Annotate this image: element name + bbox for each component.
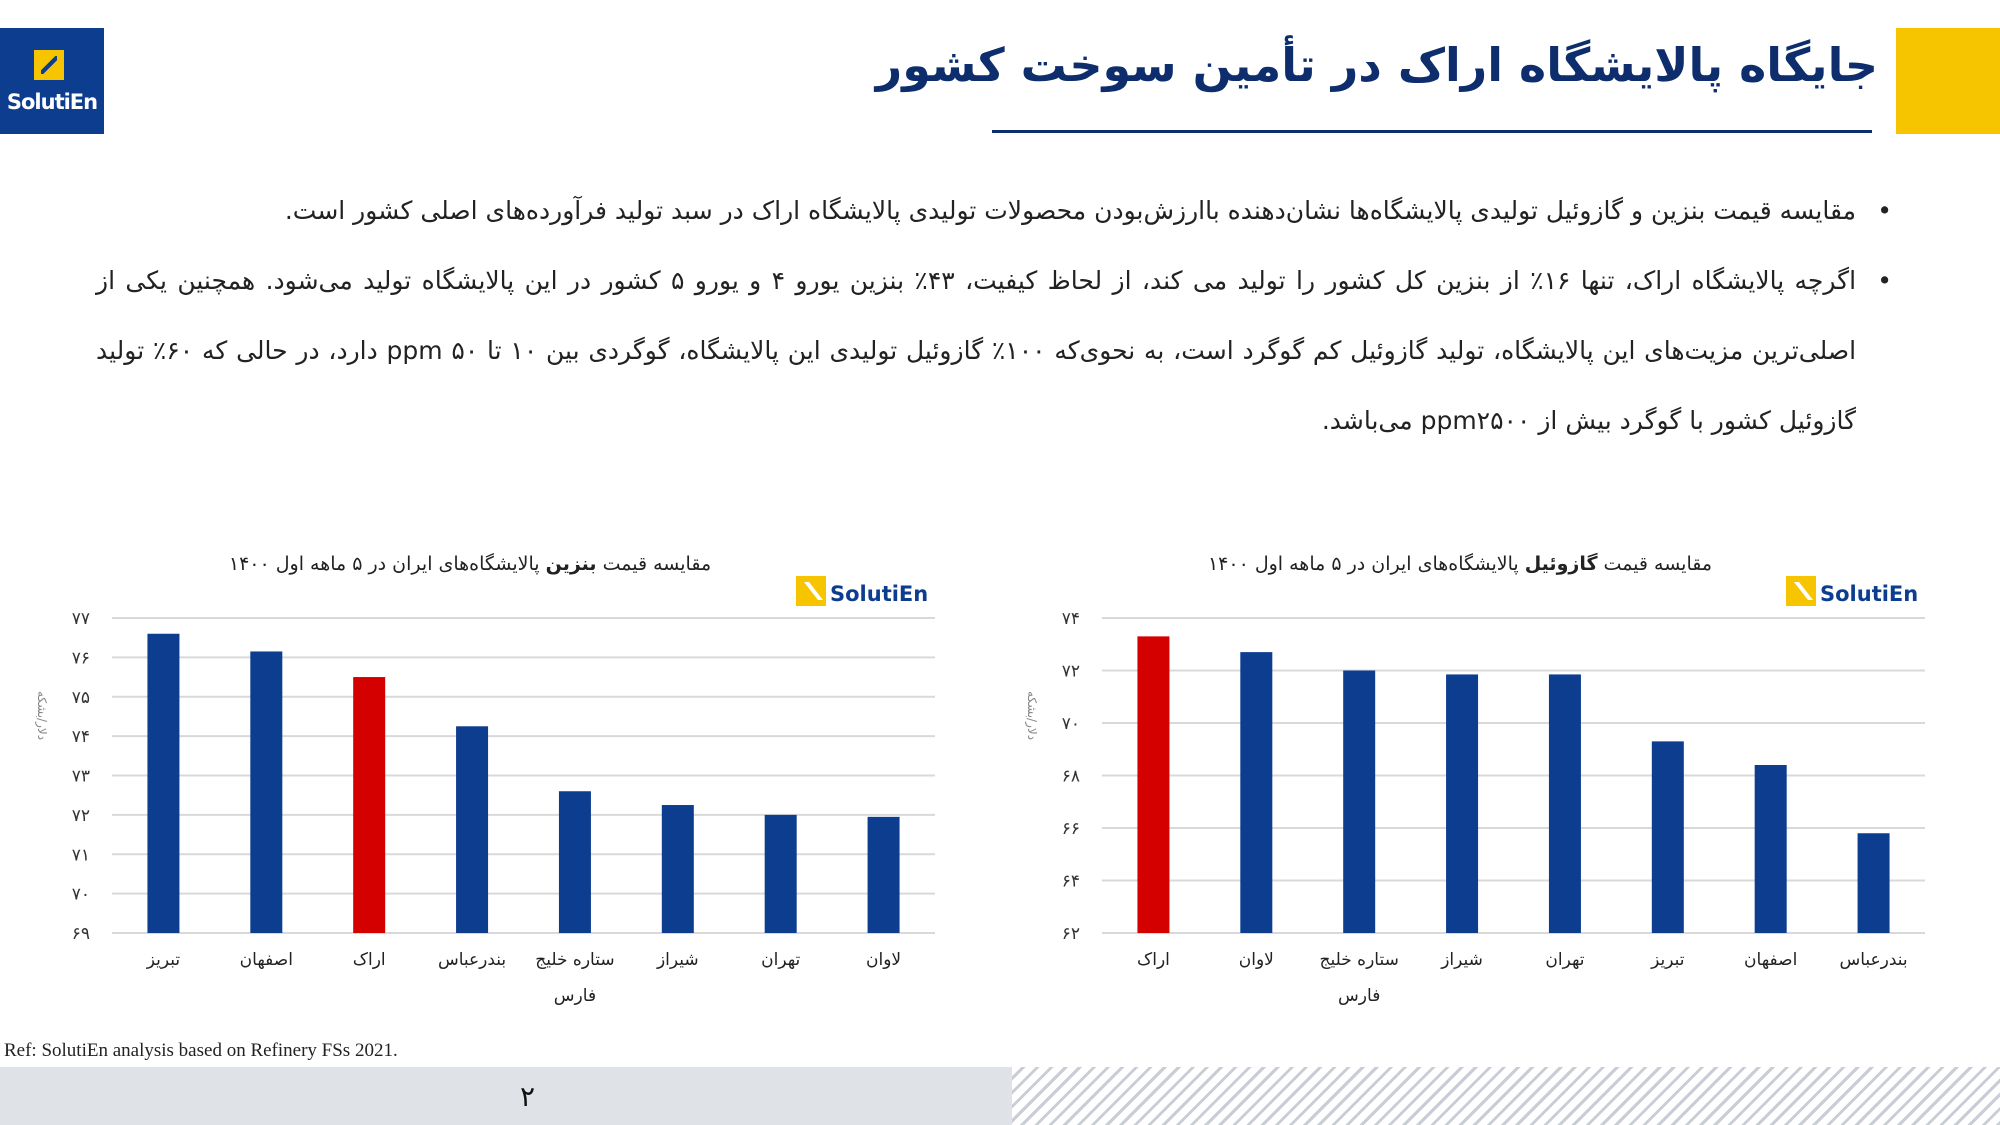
y-axis-label: دلار/بشکه	[1024, 691, 1039, 740]
x-tick-label: اراک	[1137, 950, 1170, 970]
chart-title: مقایسه قیمت گازوئیل پالایشگاه‌های ایران …	[1208, 552, 1712, 575]
bar-highlight	[1137, 636, 1170, 933]
bar	[1240, 652, 1273, 933]
y-tick-label: ۶۲	[1062, 924, 1080, 944]
bar	[1446, 674, 1479, 933]
x-tick-label: تبریز	[146, 950, 181, 970]
y-tick-label: ۷۲	[1062, 662, 1080, 682]
y-tick-label: ۷۶	[72, 648, 90, 668]
bar	[1754, 765, 1787, 933]
y-tick-label: ۶۹	[72, 924, 90, 944]
y-tick-label: ۷۴	[72, 727, 90, 747]
logo-text: SolutiEn	[6, 90, 98, 114]
x-tick-label: شیراز	[656, 950, 699, 970]
y-tick-label: ۶۸	[1062, 767, 1080, 787]
chart-title-bold: بنزین	[546, 553, 597, 575]
header-accent-block	[1896, 28, 2000, 134]
y-tick-label: ۷۳	[72, 767, 90, 787]
brand-logo: SolutiEn	[0, 28, 104, 134]
chart-logo-text: SolutiEn	[1820, 582, 1918, 606]
x-tick-label: اصفهان	[1744, 950, 1797, 970]
footer-hatch-pattern	[1012, 1067, 2000, 1125]
gasoline-price-chart: مقایسه قیمت بنزین پالایشگاه‌های ایران در…	[20, 540, 980, 1020]
y-axis-label: دلار/بشکه	[34, 691, 49, 740]
bar	[147, 633, 180, 933]
bar	[456, 726, 489, 933]
x-tick-label-cont: فارس	[554, 986, 596, 1006]
page-number: ۲	[520, 1080, 536, 1113]
bullet-item: مقایسه قیمت بنزین و گازوئیل تولیدی پالای…	[96, 176, 1892, 246]
x-tick-label: اصفهان	[240, 950, 293, 970]
footer-bar	[0, 1067, 1012, 1125]
chart-logo-icon-mark	[804, 582, 823, 600]
bar-highlight	[353, 677, 386, 933]
x-tick-label: بندرعباس	[1839, 950, 1907, 970]
x-tick-label: شیراز	[1440, 950, 1483, 970]
x-tick-label-cont: فارس	[1338, 986, 1380, 1006]
bullet-item: اگرچه پالایشگاه اراک، تنها ۱۶٪ از بنزین …	[96, 246, 1892, 456]
chart-logo-icon-mark	[1794, 582, 1813, 600]
bar	[661, 805, 694, 933]
x-tick-label: لاوان	[1239, 950, 1274, 970]
bar	[1857, 833, 1890, 933]
x-tick-label: لاوان	[866, 950, 901, 970]
chart-title-part: پالایشگاه‌های ایران در ۵ ماهه اول ۱۴۰۰	[229, 552, 546, 575]
y-tick-label: ۷۰	[1062, 714, 1080, 734]
title-underline	[992, 130, 1872, 133]
chart-title-part: پالایشگاه‌های ایران در ۵ ماهه اول ۱۴۰۰	[1208, 552, 1525, 575]
y-tick-label: ۷۰	[72, 885, 90, 905]
page-title: جایگاه پالایشگاه اراک در تأمین سوخت کشور	[875, 38, 1878, 92]
diesel-price-chart: مقایسه قیمت گازوئیل پالایشگاه‌های ایران …	[1010, 540, 1970, 1020]
y-tick-label: ۷۱	[72, 845, 90, 865]
y-tick-label: ۶۶	[1062, 819, 1080, 839]
chart-title-part: مقایسه قیمت	[1598, 553, 1713, 575]
bullet-list: مقایسه قیمت بنزین و گازوئیل تولیدی پالای…	[96, 176, 1892, 456]
logo-mark-icon	[34, 50, 64, 80]
x-tick-label: بندرعباس	[438, 950, 506, 970]
x-tick-label: ستاره خلیج	[535, 950, 614, 970]
reference-note: Ref: SolutiEn analysis based on Refinery…	[4, 1040, 398, 1061]
bar	[764, 814, 797, 933]
chart-title-bold: گازوئیل	[1525, 552, 1599, 575]
bar	[867, 816, 900, 933]
y-tick-label: ۷۵	[72, 688, 90, 708]
bar	[1651, 741, 1684, 933]
bar	[1548, 674, 1581, 933]
x-tick-label: اراک	[353, 950, 386, 970]
chart-title: مقایسه قیمت بنزین پالایشگاه‌های ایران در…	[229, 552, 711, 575]
y-tick-label: ۷۷	[72, 609, 90, 629]
chart-title-part: مقایسه قیمت	[597, 553, 712, 575]
x-tick-label: تهران	[1545, 950, 1584, 970]
x-tick-label: تهران	[761, 950, 800, 970]
x-tick-label: تبریز	[1650, 950, 1685, 970]
x-tick-label: ستاره خلیج	[1320, 950, 1399, 970]
chart-logo-text: SolutiEn	[830, 582, 928, 606]
y-tick-label: ۷۲	[72, 806, 90, 826]
diesel-chart-svg: مقایسه قیمت گازوئیل پالایشگاه‌های ایران …	[1024, 552, 1925, 1006]
gasoline-chart-svg: مقایسه قیمت بنزین پالایشگاه‌های ایران در…	[34, 552, 935, 1006]
bar	[558, 791, 591, 933]
y-tick-label: ۷۴	[1062, 609, 1080, 629]
bar	[1343, 670, 1376, 933]
bar	[250, 651, 283, 933]
y-tick-label: ۶۴	[1062, 872, 1080, 892]
